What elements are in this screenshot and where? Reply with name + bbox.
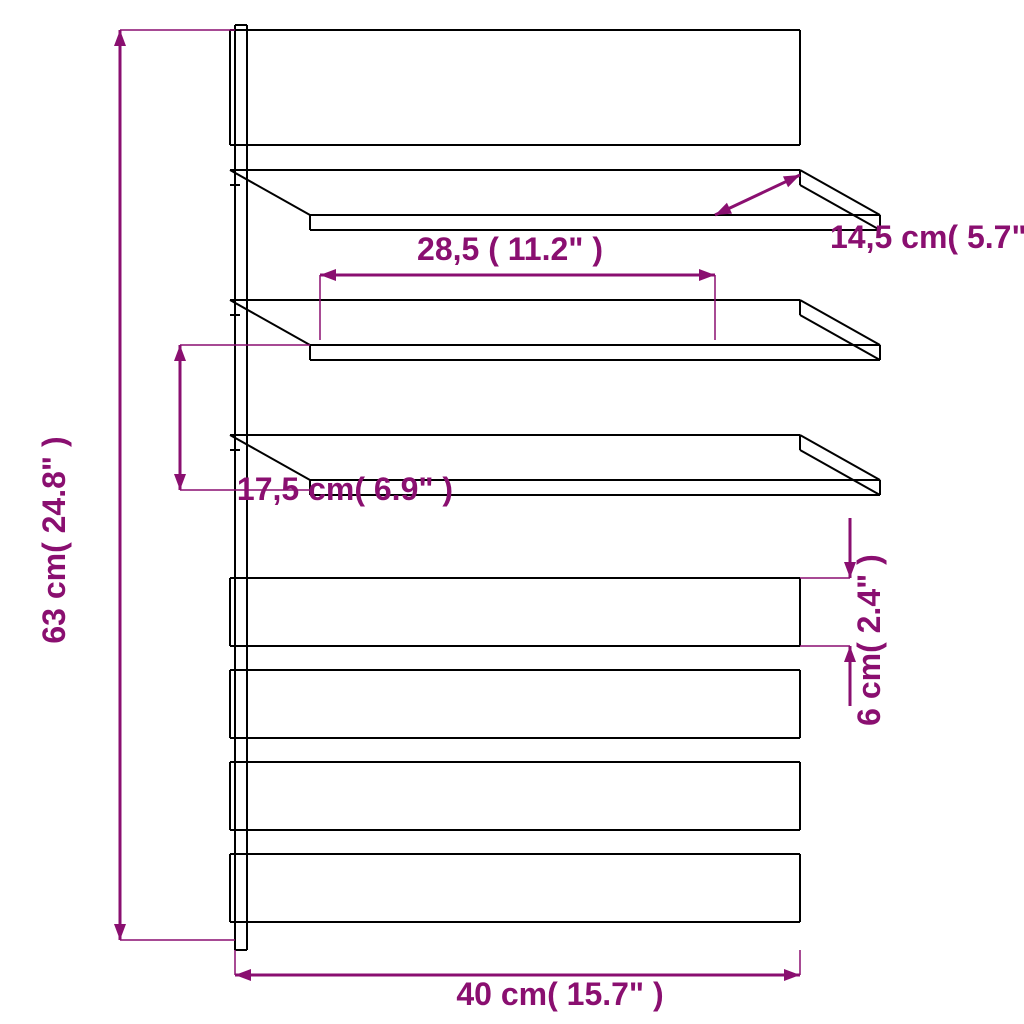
- dim-shelf-depth-label: 14,5 cm( 5.7" ): [830, 219, 1024, 255]
- dim-shelf-width-label: 28,5 ( 11.2" ): [417, 231, 603, 267]
- dim-slat-height-label: 6 cm( 2.4" ): [851, 554, 887, 726]
- dim-height-label: 63 cm( 24.8" ): [36, 436, 72, 643]
- dim-shelf-height-label: 17,5 cm( 6.9" ): [237, 471, 453, 507]
- dim-width-label: 40 cm( 15.7" ): [456, 976, 663, 1012]
- technical-drawing: 63 cm( 24.8" ) 40 cm( 15.7" ) 28,5 ( 11.2"…: [0, 0, 1024, 1024]
